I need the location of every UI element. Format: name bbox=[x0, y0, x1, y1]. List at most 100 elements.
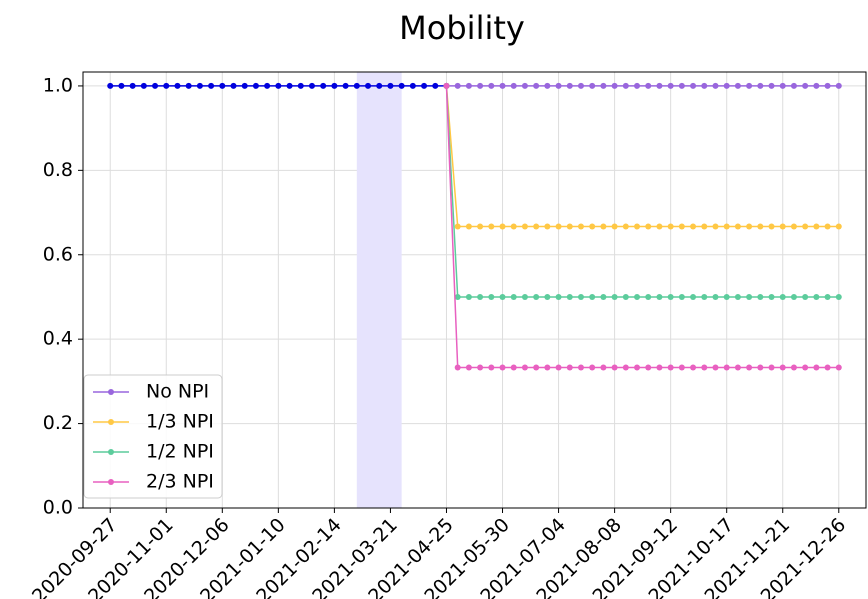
point bbox=[544, 293, 551, 300]
legend-label: 1/3 NPI bbox=[146, 411, 214, 433]
point bbox=[555, 82, 562, 89]
point bbox=[802, 364, 809, 371]
point bbox=[757, 82, 764, 89]
point bbox=[566, 364, 573, 371]
point bbox=[544, 223, 551, 230]
point bbox=[656, 364, 663, 371]
point bbox=[790, 364, 797, 371]
point bbox=[477, 364, 484, 371]
point bbox=[701, 82, 708, 89]
point bbox=[634, 82, 641, 89]
legend-marker bbox=[108, 479, 114, 485]
shaded-span bbox=[356, 72, 402, 508]
point bbox=[835, 293, 842, 300]
point bbox=[611, 223, 618, 230]
point bbox=[790, 223, 797, 230]
point bbox=[499, 82, 506, 89]
point bbox=[813, 223, 820, 230]
point bbox=[398, 82, 405, 89]
point bbox=[835, 82, 842, 89]
point bbox=[779, 364, 786, 371]
point bbox=[746, 223, 753, 230]
point bbox=[678, 293, 685, 300]
point bbox=[835, 364, 842, 371]
point bbox=[589, 223, 596, 230]
point bbox=[454, 82, 461, 89]
point bbox=[701, 223, 708, 230]
point bbox=[555, 364, 562, 371]
point bbox=[163, 82, 170, 89]
point bbox=[734, 223, 741, 230]
point bbox=[746, 293, 753, 300]
legend-label: No NPI bbox=[146, 381, 209, 403]
point bbox=[477, 82, 484, 89]
point bbox=[824, 293, 831, 300]
point bbox=[499, 364, 506, 371]
point bbox=[768, 364, 775, 371]
point bbox=[566, 223, 573, 230]
point bbox=[611, 82, 618, 89]
point bbox=[331, 82, 338, 89]
point bbox=[275, 82, 282, 89]
point bbox=[813, 293, 820, 300]
point bbox=[701, 293, 708, 300]
point bbox=[802, 293, 809, 300]
point bbox=[600, 364, 607, 371]
point bbox=[813, 82, 820, 89]
legend-marker bbox=[108, 389, 114, 395]
point bbox=[611, 364, 618, 371]
point bbox=[600, 223, 607, 230]
series-line bbox=[445, 85, 839, 228]
point bbox=[622, 223, 629, 230]
point bbox=[365, 82, 372, 89]
point bbox=[488, 82, 495, 89]
point bbox=[634, 223, 641, 230]
point bbox=[824, 82, 831, 89]
point bbox=[465, 223, 472, 230]
point bbox=[342, 82, 349, 89]
point bbox=[645, 223, 652, 230]
point bbox=[465, 82, 472, 89]
point bbox=[230, 82, 237, 89]
point bbox=[656, 293, 663, 300]
point bbox=[701, 364, 708, 371]
point bbox=[790, 293, 797, 300]
point bbox=[757, 364, 764, 371]
point bbox=[488, 364, 495, 371]
point bbox=[723, 364, 730, 371]
point bbox=[152, 82, 159, 89]
point bbox=[521, 364, 528, 371]
point bbox=[768, 223, 775, 230]
point bbox=[589, 293, 596, 300]
point bbox=[656, 82, 663, 89]
point bbox=[286, 82, 293, 89]
point bbox=[634, 293, 641, 300]
y-tick-label: 1.0 bbox=[43, 74, 73, 96]
point bbox=[454, 364, 461, 371]
point bbox=[510, 82, 517, 89]
point bbox=[723, 223, 730, 230]
point bbox=[757, 223, 764, 230]
point bbox=[667, 293, 674, 300]
point bbox=[208, 82, 215, 89]
point bbox=[353, 82, 360, 89]
point bbox=[712, 82, 719, 89]
chart-title: Mobility bbox=[399, 9, 525, 47]
point bbox=[577, 293, 584, 300]
legend-label: 1/2 NPI bbox=[146, 441, 214, 463]
point bbox=[510, 223, 517, 230]
point bbox=[678, 223, 685, 230]
point bbox=[521, 223, 528, 230]
point bbox=[768, 82, 775, 89]
point bbox=[577, 82, 584, 89]
point bbox=[667, 364, 674, 371]
point bbox=[107, 82, 114, 89]
point bbox=[577, 223, 584, 230]
y-tick-label: 0.8 bbox=[43, 159, 73, 181]
point bbox=[824, 364, 831, 371]
point bbox=[712, 223, 719, 230]
point bbox=[600, 293, 607, 300]
legend-marker bbox=[108, 419, 114, 425]
point bbox=[174, 82, 181, 89]
